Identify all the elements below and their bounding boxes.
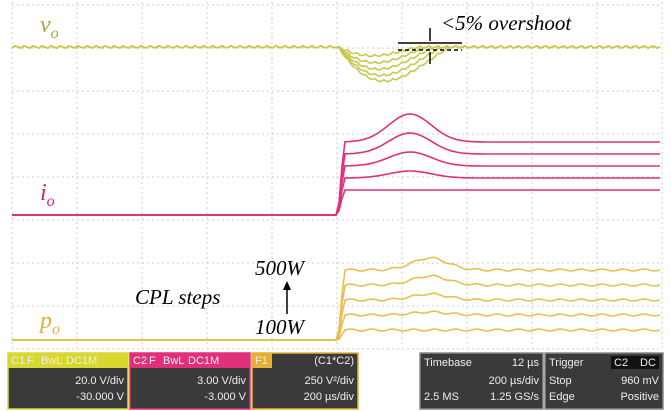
status-text: F: [149, 355, 156, 367]
step-arrow: [283, 281, 291, 314]
status-text: -30.000 V: [76, 391, 124, 403]
status-text: 250 V²/div: [304, 375, 354, 387]
trace: [12, 190, 660, 215]
status-text: F: [27, 355, 34, 367]
status-text: BwL: [163, 355, 184, 367]
step-top: 500W: [255, 256, 307, 280]
status-text: 12 µs: [512, 357, 540, 369]
trace: [12, 114, 660, 215]
status-text: C2: [133, 355, 147, 367]
waveforms: [12, 46, 660, 340]
status-text: 2.5 MS: [424, 391, 459, 403]
status-text: Timebase: [424, 357, 472, 369]
trace: [12, 46, 660, 76]
cpl-steps: CPL steps: [135, 285, 220, 309]
trace: [12, 152, 660, 215]
status-text: Stop: [549, 375, 572, 387]
trace: [12, 171, 660, 215]
status-text: (C1*C2): [314, 355, 354, 367]
status-text: 20.0 V/div: [75, 375, 124, 387]
trace: [12, 311, 660, 340]
trace: [12, 293, 660, 340]
status-text: Positive: [620, 391, 659, 403]
status-text: Trigger: [549, 357, 584, 369]
scope-screenshot: vo io po <5% overshoot 500W CPL steps 10…: [0, 0, 671, 411]
po-label: po: [38, 308, 60, 338]
status-text: 3.00 V/div: [197, 375, 246, 387]
status-text: DC1M: [66, 355, 97, 367]
status-text: -3.000 V: [204, 391, 246, 403]
status-text: BwL: [41, 355, 62, 367]
trace: [12, 133, 660, 215]
vo-label: vo: [40, 12, 59, 42]
status-text: F1: [255, 355, 268, 367]
overshoot-note: <5% overshoot: [441, 11, 572, 35]
status-text: 960 mV: [621, 375, 660, 387]
status-text: 200 µs/div: [489, 375, 540, 387]
trace: [12, 275, 660, 340]
status-text: Edge: [549, 391, 575, 403]
status-text: C1: [11, 355, 25, 367]
step-bottom: 100W: [255, 315, 307, 339]
status-text: C2: [614, 357, 628, 369]
trace: [12, 46, 660, 82]
trace: [12, 46, 660, 70]
grid: [12, 2, 662, 349]
status-text: 200 µs/div: [304, 391, 355, 403]
status-text: DC: [640, 357, 656, 369]
io-label: io: [40, 180, 55, 210]
status-text: 1.25 GS/s: [490, 391, 539, 403]
status-text: DC1M: [188, 355, 219, 367]
